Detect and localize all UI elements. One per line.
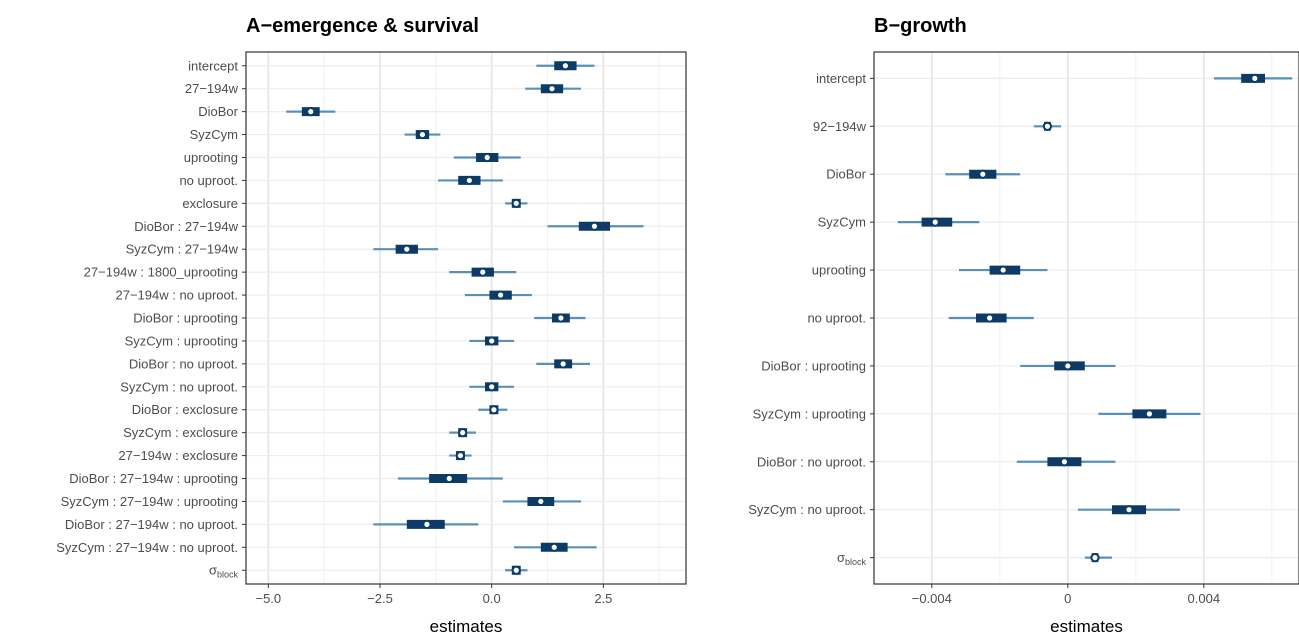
point-estimate — [1124, 505, 1134, 515]
panel-b-x-axis-title: estimates — [1050, 617, 1123, 636]
point-estimate — [482, 152, 492, 163]
y-tick-label: intercept — [816, 71, 866, 86]
y-tick-label: SyzCym : uprooting — [753, 406, 866, 421]
y-tick-label: SyzCym : 27−194w — [126, 242, 239, 257]
y-tick-label: 27−194w : exclosure — [118, 448, 238, 463]
y-tick-label: no uproot. — [807, 311, 866, 326]
y-tick-label: SyzCym : uprooting — [125, 333, 238, 348]
y-tick-label: DioBor : no uproot. — [757, 454, 866, 469]
y-tick-label: 27−194w : no uproot. — [115, 288, 238, 303]
point-estimate — [496, 290, 506, 300]
y-tick-label: SyzCym : exclosure — [123, 425, 238, 440]
point-estimate — [547, 84, 557, 94]
panel-a-x-axis-title: estimates — [430, 617, 503, 636]
x-tick-label: 0.004 — [1188, 591, 1221, 606]
y-tick-label: SyzCym : 27−194w : no uproot. — [56, 540, 238, 555]
point-estimate — [402, 244, 412, 254]
point-estimate — [556, 313, 566, 323]
y-tick-label-subscript: block — [845, 557, 867, 567]
point-estimate — [458, 428, 468, 438]
point-estimate — [511, 198, 521, 208]
point-estimate — [589, 221, 600, 231]
point-estimate — [1250, 73, 1260, 83]
y-tick-label: DioBor — [826, 167, 866, 182]
point-estimate — [985, 313, 995, 323]
y-tick-label: exclosure — [182, 196, 238, 211]
y-tick-label: SyzCym : no uproot. — [120, 379, 238, 394]
y-tick-label: DioBor : uprooting — [133, 311, 238, 326]
point-estimate — [455, 450, 466, 461]
point-estimate — [1059, 457, 1070, 467]
x-tick-label: −0.004 — [912, 591, 952, 606]
y-tick-label: intercept — [188, 58, 238, 73]
panel-a: A−emergence & survival intercept 27−194w Di… — [56, 15, 687, 636]
point-estimate — [978, 169, 988, 179]
point-estimate — [422, 519, 432, 529]
point-estimate — [558, 359, 568, 369]
point-estimate — [998, 265, 1008, 275]
panel-a-title: A−emergence & survival — [246, 15, 479, 37]
x-tick-label: 0.0 — [483, 591, 501, 606]
point-estimate — [489, 405, 499, 415]
point-estimate — [306, 107, 316, 117]
point-estimate — [464, 175, 474, 186]
point-estimate — [1144, 409, 1155, 419]
point-estimate — [930, 217, 940, 227]
point-estimate — [536, 496, 546, 507]
y-tick-label: SyzCym — [818, 215, 866, 230]
point-estimate — [1090, 553, 1100, 563]
point-estimate — [487, 336, 497, 346]
y-tick-label: DioBor : 27−194w — [134, 219, 238, 234]
point-estimate — [1063, 361, 1073, 371]
y-tick-label: SyzCym : no uproot. — [748, 502, 866, 517]
panel-b-title: B−growth — [874, 15, 967, 37]
point-estimate — [487, 382, 497, 392]
panel-b: B−growth intercept 92−194w DioBor SyzCym upro… — [748, 15, 1299, 636]
point-estimate — [478, 267, 488, 277]
y-tick-label: DioBor — [198, 104, 238, 119]
point-estimate — [1042, 121, 1053, 131]
x-tick-label: −2.5 — [367, 591, 393, 606]
y-tick-label: uprooting — [184, 150, 238, 165]
point-estimate — [444, 473, 454, 484]
y-tick-label: no uproot. — [179, 173, 238, 188]
y-tick-label: DioBor : 27−194w : no uproot. — [65, 517, 238, 532]
y-tick-label: DioBor : 27−194w : uprooting — [69, 471, 238, 486]
y-tick-label: σblock — [837, 550, 867, 567]
y-tick-label: SyzCym : 27−194w : uprooting — [61, 494, 238, 509]
point-estimate — [511, 565, 521, 575]
point-estimate — [560, 61, 570, 71]
y-tick-label: DioBor : no uproot. — [129, 356, 238, 371]
point-estimate — [417, 129, 428, 140]
y-tick-label-subscript: block — [217, 570, 239, 580]
point-estimate — [549, 542, 559, 552]
x-tick-label: 2.5 — [594, 591, 612, 606]
y-tick-label: SyzCym — [190, 127, 238, 142]
x-tick-label: 0 — [1064, 591, 1071, 606]
y-tick-label: 27−194w : 1800_uprooting — [84, 265, 238, 280]
y-tick-label: σblock — [209, 563, 239, 580]
y-tick-label: uprooting — [812, 263, 866, 278]
y-tick-label: DioBor : uprooting — [761, 358, 866, 373]
y-tick-label: 27−194w — [185, 81, 239, 96]
y-tick-label: DioBor : exclosure — [132, 402, 238, 417]
y-tick-label: 92−194w — [813, 119, 867, 134]
x-tick-label: −5.0 — [255, 591, 281, 606]
